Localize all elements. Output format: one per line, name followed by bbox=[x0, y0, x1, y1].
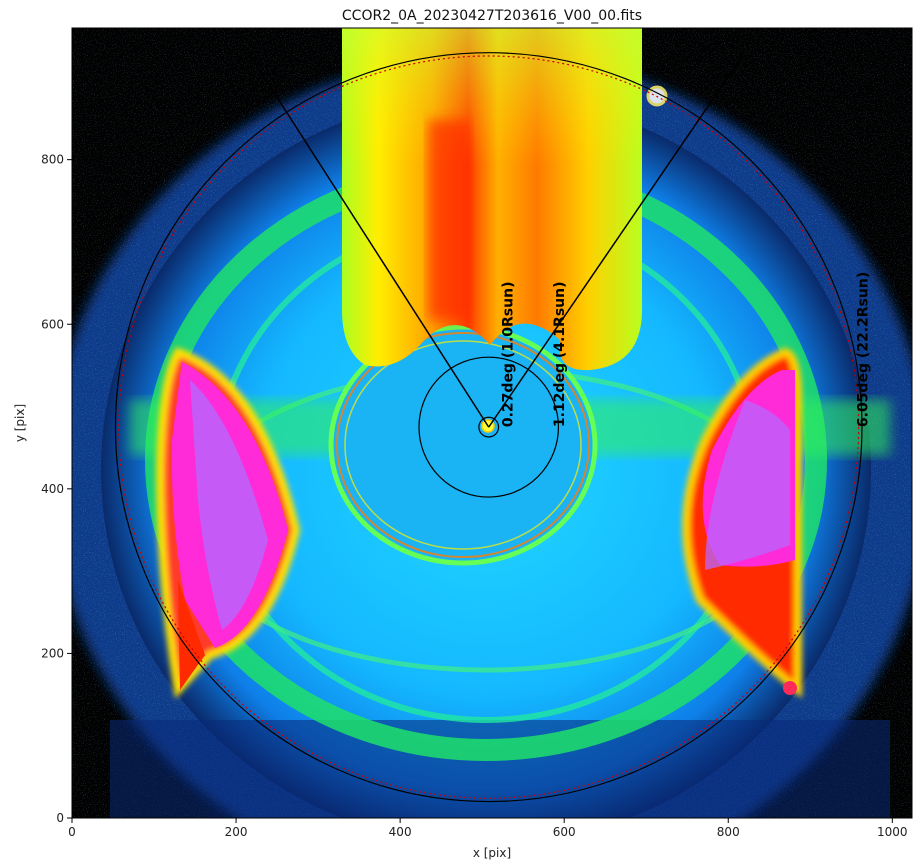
y-tick-label: 800 bbox=[41, 153, 64, 167]
x-tick-label: 400 bbox=[389, 825, 412, 839]
angle-annotation: 6.05deg (22.2Rsun) bbox=[856, 272, 872, 427]
x-axis: 0 200 400 600 800 1000 bbox=[68, 818, 908, 839]
radial-line bbox=[247, 52, 490, 428]
radial-line bbox=[488, 52, 746, 428]
x-tick-label: 0 bbox=[68, 825, 76, 839]
plot-frame bbox=[71, 27, 913, 819]
fov-circle bbox=[418, 356, 560, 498]
chart-title: CCOR2_0A_20230427T203616_V00_00.fits bbox=[342, 8, 642, 24]
overlay-layer: 0.27deg (1.0Rsun) 1.12deg (4.1Rsun) 6.05de… bbox=[114, 52, 872, 803]
fov-circle bbox=[478, 416, 500, 438]
fov-circle bbox=[118, 55, 860, 799]
left-vignette bbox=[155, 347, 301, 699]
x-tick-label: 1000 bbox=[877, 825, 908, 839]
y-tick-label: 400 bbox=[41, 482, 64, 496]
fov-circle bbox=[114, 52, 863, 803]
y-tick-label: 600 bbox=[41, 317, 64, 331]
detector-image bbox=[72, 28, 912, 818]
x-axis-label: x [pix] bbox=[473, 846, 511, 860]
y-axis: 0 200 400 600 800 bbox=[41, 153, 72, 825]
y-axis-label: y [pix] bbox=[13, 404, 27, 442]
right-vignette bbox=[646, 85, 802, 699]
x-tick-label: 600 bbox=[553, 825, 576, 839]
x-tick-label: 800 bbox=[717, 825, 740, 839]
x-tick-label: 200 bbox=[225, 825, 248, 839]
angle-annotation: 1.12deg (4.1Rsun) bbox=[552, 282, 568, 428]
y-tick-label: 200 bbox=[41, 646, 64, 660]
angle-annotation: 0.27deg (1.0Rsun) bbox=[501, 282, 517, 428]
y-tick-label: 0 bbox=[56, 811, 64, 825]
